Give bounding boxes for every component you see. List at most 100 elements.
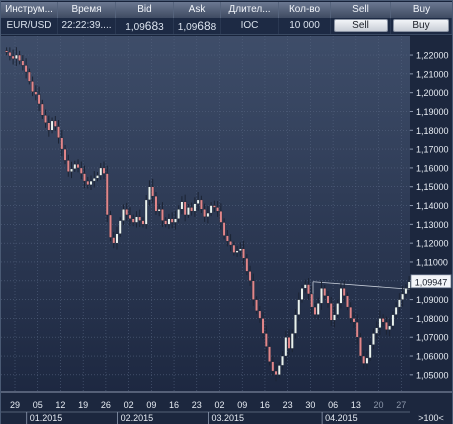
time-tick-label: 02 — [124, 400, 134, 410]
trendline — [312, 281, 411, 290]
time-axis-panel[interactable] — [1, 392, 410, 424]
candle-body — [359, 337, 362, 357]
quantity-cell[interactable]: 10 000 — [279, 18, 331, 34]
zoom-indicator[interactable] — [412, 415, 452, 424]
candle-body — [154, 195, 158, 212]
candle-body — [242, 248, 246, 259]
duration-cell[interactable]: IOC — [221, 18, 279, 34]
candle-body — [342, 288, 346, 297]
ask-price: 1,09688 — [174, 18, 221, 34]
candle-body — [397, 299, 401, 308]
candle-body — [238, 248, 242, 251]
candle-body — [391, 314, 395, 327]
column-header-sell[interactable]: Sell — [331, 2, 391, 18]
current-price-label: 1,09947 — [415, 277, 448, 287]
candle-body — [251, 280, 255, 300]
candle-body — [89, 180, 93, 186]
time-tick-label: 16 — [260, 400, 270, 410]
candle-body — [339, 288, 343, 304]
column-header-bid[interactable]: Bid — [116, 2, 174, 18]
price-tick-label: 1,21000 — [416, 69, 449, 79]
quote-row[interactable]: EUR/USD 22:22:39.... 1,09683 1,09688 IOC… — [1, 18, 452, 35]
candle-body — [193, 203, 197, 212]
candle-body — [209, 205, 213, 214]
quote-table-header: Инструм... Время Bid Ask Длител... Кол-в… — [1, 2, 452, 18]
candle-body — [362, 355, 366, 364]
candle-body — [219, 210, 223, 223]
candle-body — [63, 148, 67, 161]
candle-body — [297, 299, 301, 315]
candle-body — [60, 137, 64, 150]
candle-body — [21, 60, 25, 66]
price-tick-label: 1,14000 — [416, 201, 449, 211]
candle-body — [300, 288, 304, 300]
candle-body — [173, 218, 177, 223]
sell-cell: Sell — [331, 18, 391, 34]
price-axis-panel — [410, 36, 452, 424]
candle-body — [323, 288, 327, 297]
bid-price-pips: 68 — [144, 19, 159, 33]
candle-body — [407, 281, 411, 289]
time-tick-label: 23 — [192, 400, 202, 410]
candle-body — [92, 178, 96, 182]
candle-body — [180, 201, 184, 210]
time-tick-label: 26 — [101, 400, 111, 410]
price-tick-label: 1,18000 — [416, 126, 449, 136]
month-label: 04.2015 — [325, 413, 358, 423]
candle-body — [326, 295, 330, 304]
time-tick-label: 23 — [283, 400, 293, 410]
column-header-duration[interactable]: Длител... — [221, 2, 279, 18]
column-header-time[interactable]: Время — [58, 2, 116, 18]
candle-body — [310, 293, 314, 308]
month-label: 02.2015 — [121, 413, 154, 423]
price-tick-label: 1,12000 — [416, 239, 449, 249]
candle-body — [99, 167, 103, 176]
candle-body — [109, 214, 112, 238]
price-tick-label: 1,22000 — [416, 51, 449, 61]
candle-body — [307, 284, 310, 295]
candle-body — [79, 167, 83, 174]
candle-body — [196, 199, 200, 204]
candle-body — [404, 288, 408, 295]
column-header-instrument[interactable]: Инструм... — [1, 2, 58, 18]
candle-body — [222, 222, 226, 236]
candle-body — [112, 237, 116, 244]
candle-body — [294, 314, 297, 334]
buy-button[interactable]: Buy — [393, 19, 449, 32]
candle-body — [148, 186, 151, 201]
time-tick-label: 30 — [305, 400, 315, 410]
column-header-buy[interactable]: Buy — [412, 4, 431, 15]
time-tick-label: 13 — [351, 400, 361, 410]
bid-price-fraction: 3 — [158, 22, 164, 33]
candle-body — [135, 216, 138, 223]
candle-body — [53, 120, 57, 127]
candle-body — [86, 180, 90, 186]
candle-body — [157, 209, 161, 212]
price-tick-label: 1,09000 — [416, 295, 449, 305]
candle-body — [255, 299, 259, 312]
candle-body — [268, 346, 271, 362]
column-header-ask[interactable]: Ask — [174, 2, 221, 18]
price-tick-label: 1,11000 — [416, 257, 448, 267]
instrument-cell[interactable]: EUR/USD — [1, 18, 58, 34]
time-tick-label: 20 — [374, 400, 384, 410]
candle-body — [31, 81, 35, 92]
candle-body — [245, 258, 249, 272]
candle-body — [24, 65, 28, 73]
candle-body — [316, 303, 320, 315]
candle-body — [73, 163, 77, 170]
price-tick-label: 1,17000 — [416, 145, 449, 155]
candle-body — [183, 201, 187, 216]
candle-body — [37, 94, 41, 105]
candle-body — [50, 120, 54, 131]
candle-body — [125, 209, 129, 216]
candle-body — [225, 235, 229, 242]
candle-body — [105, 173, 109, 216]
price-tick-label: 1,13000 — [416, 220, 449, 230]
current-price-tag — [410, 274, 452, 289]
sell-button[interactable]: Sell — [333, 19, 388, 32]
candle-body — [274, 370, 278, 376]
column-header-quantity[interactable]: Кол-во — [279, 2, 331, 18]
price-chart[interactable]: 1,22000 1,21000 1,20000 1,19000 1,18000 1,170… — [1, 36, 452, 424]
